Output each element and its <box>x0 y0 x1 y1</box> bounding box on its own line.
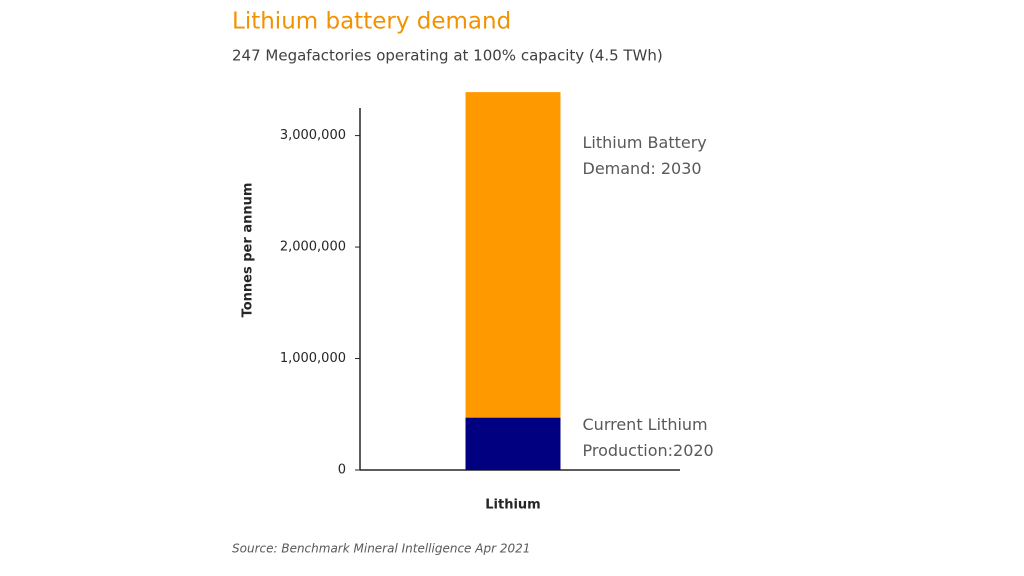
bar-segment <box>465 417 561 470</box>
y-tick-label: 1,000,000 <box>280 351 346 366</box>
y-tick-label: 3,000,000 <box>280 128 346 143</box>
series-label: Lithium Battery Demand: 2030 <box>582 133 707 179</box>
y-tick-label: 2,000,000 <box>280 240 346 255</box>
bar-segment <box>465 92 561 418</box>
source: Source: Benchmark Mineral Intelligence A… <box>232 542 530 556</box>
y-tick-label: 0 <box>338 463 346 478</box>
chart-subtitle: 247 Megafactories operating at 100% capa… <box>232 47 663 65</box>
x-tick-label: Lithium <box>485 498 540 513</box>
series-label: Current Lithium Production:2020 <box>582 414 714 460</box>
chart-title: Lithium battery demand <box>232 9 511 35</box>
y-axis-label: Tonnes per annum <box>241 183 256 318</box>
